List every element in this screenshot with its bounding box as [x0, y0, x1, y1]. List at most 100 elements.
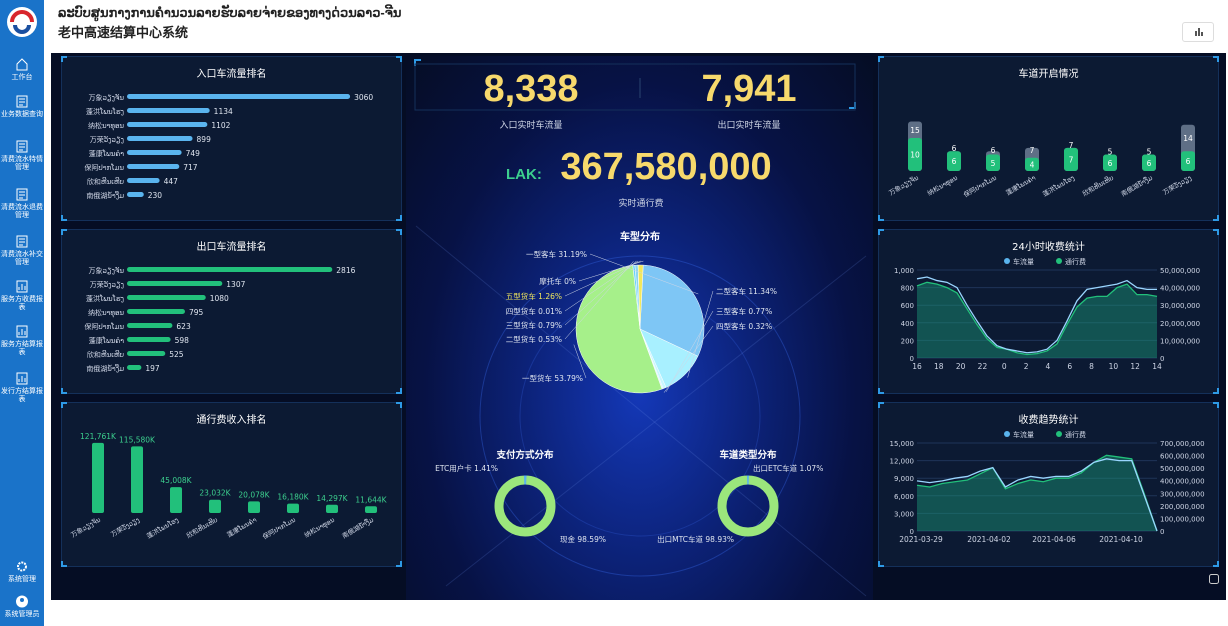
- panel-title: 24小时收费统计: [1012, 242, 1085, 253]
- toll-line: [916, 281, 1158, 356]
- revenue-bar: [131, 446, 143, 513]
- x-tick-label: 4: [1046, 362, 1051, 371]
- revenue-bar: [326, 504, 338, 513]
- rank-category-label: 保阿ປາກໂມນ: [84, 322, 124, 331]
- rank-category-label: 纳松ນາທຸອນ: [88, 308, 124, 318]
- pie-leader-line: [564, 260, 639, 312]
- rank-value-label: 623: [176, 322, 191, 331]
- pie-leader-line: [564, 260, 641, 297]
- x-tick-label: 2021-04-06: [1032, 535, 1076, 544]
- y-tick-label: 12,000: [890, 458, 915, 466]
- lane-open-label: 7: [1069, 155, 1074, 164]
- rank-value-label: 899: [197, 135, 212, 144]
- pie-title: 车型分布: [620, 230, 660, 243]
- sidebar-item-4[interactable]: 清费流水补交管理: [0, 235, 44, 266]
- lane-open-bar: [1103, 154, 1117, 171]
- pie-slice-label: 一型货车 53.79%: [522, 373, 583, 383]
- app-title: 老中高速结算中心系统: [58, 25, 189, 40]
- y2-tick-label: 40,000,000: [1160, 285, 1200, 293]
- fullscreen-icon[interactable]: [1208, 573, 1220, 585]
- revenue-rank-panel: 通行费收入排名 121,761K 万象ວຽງຈັນ 115,580K 万荣ວັງວຽງ 4…: [61, 402, 402, 567]
- lane-total-label: 7: [1030, 146, 1035, 155]
- lane-open-bar: [908, 138, 922, 171]
- dashboard: 入口车流量排名 万象ວຽງຈັນ 3060 蓬洪ໂພນໂຮງ 1134 纳松ນາທຸອນ 1…: [51, 53, 1226, 600]
- lane-category-label: 南俄湖ນ້ຳງືມ: [1119, 173, 1154, 199]
- sidebar-item-label: 系统管理员: [4, 610, 40, 618]
- rank-value-label: 598: [175, 336, 190, 345]
- legend-marker: [1056, 431, 1062, 437]
- rank-bar: [127, 178, 160, 183]
- pie-leader-line: [663, 325, 714, 393]
- exit-traffic-value: 7,941: [701, 68, 797, 110]
- lane-category-label: 万荣ວັງວຽງ: [1161, 173, 1193, 197]
- y2-tick-label: 200,000,000: [1160, 503, 1205, 511]
- y2-tick-label: 30,000,000: [1160, 302, 1200, 310]
- rank-value-label: 2816: [336, 266, 355, 275]
- lane-open-bar: [1181, 151, 1195, 171]
- rank-bar: [127, 94, 351, 99]
- revenue-bar: [248, 501, 260, 513]
- x-tick-label: 8: [1089, 362, 1094, 371]
- pie-slice: [575, 265, 663, 394]
- rank-value-label: 1102: [211, 121, 230, 130]
- pie-leader-line: [564, 261, 634, 340]
- hourly-panel: 24小时收费统计 车流量 通行费 1,000 800 600 400 200 0 50,000,0…: [878, 229, 1219, 394]
- sidebar-item-6[interactable]: 服务方结算报表: [0, 325, 44, 356]
- sidebar-item-0[interactable]: 工作台: [0, 58, 44, 81]
- lane-total-label: 5: [1147, 148, 1152, 157]
- revenue-value-label: 23,032K: [199, 489, 231, 498]
- revenue-value-label: 14,297K: [316, 494, 348, 503]
- sidebar-item-label: 业务数据查询: [1, 110, 43, 118]
- y-tick-label: 6,000: [894, 493, 914, 501]
- exit-rank-panel: 出口车流量排名 万象ວຽງຈັນ 2816 万荣ວັງວຽງ 1307 蓬洪ໂພນໂຮງ 1…: [61, 229, 402, 394]
- sidebar-item-2[interactable]: 清费流水特情管理: [0, 140, 44, 171]
- y-tick-label: 1,000: [894, 267, 914, 275]
- revenue-value-label: 45,008K: [160, 476, 192, 485]
- pie-slice-label: 五型货车 1.26%: [506, 291, 562, 301]
- sidebar-item-8[interactable]: 系统管理: [0, 560, 44, 583]
- y-tick-label: 600: [901, 302, 914, 310]
- sidebar-item-label: 工作台: [11, 73, 33, 81]
- sidebar-item-label: 清费流水特情管理: [1, 155, 43, 171]
- toll-line: [916, 454, 1158, 532]
- revenue-bar: [287, 503, 299, 513]
- ring-title: 支付方式分布: [495, 449, 554, 461]
- sidebar-item-1[interactable]: 业务数据查询: [0, 95, 44, 118]
- y2-tick-label: 700,000,000: [1160, 440, 1205, 448]
- rank-category-label: 南俄湖ນ້ຳງືມ: [86, 191, 124, 200]
- rank-category-label: 欣和ຫີນເຫີບ: [87, 177, 124, 186]
- doc-icon: [16, 235, 28, 248]
- lane-category-label: 保阿ປາກໂມນ: [962, 173, 998, 199]
- ring-label: ETC用户卡 1.41%: [435, 463, 498, 473]
- rank-category-label: 南俄湖ນ້ຳງືມ: [86, 364, 124, 373]
- rank-bar: [127, 323, 173, 328]
- sidebar-item-7[interactable]: 发行方结算报表: [0, 372, 44, 403]
- x-tick-label: 14: [1152, 362, 1162, 371]
- y2-tick-label: 10,000,000: [1160, 337, 1200, 345]
- lane-open-label: 5: [991, 159, 996, 168]
- rank-category-label: 万象ວຽງຈັນ: [89, 266, 125, 275]
- lane-total-label: 14: [1183, 134, 1193, 143]
- rank-category-label: 万象ວຽງຈັນ: [89, 93, 125, 102]
- rank-value-label: 717: [183, 163, 198, 172]
- doc-icon: [16, 188, 28, 201]
- revenue-bar: [170, 487, 182, 513]
- legend-label: 车流量: [1013, 257, 1034, 266]
- rank-category-label: 保阿ປາກໂມນ: [84, 163, 124, 172]
- rank-value-label: 1134: [214, 107, 233, 116]
- legend-marker: [1056, 258, 1062, 264]
- sidebar-item-5[interactable]: 服务方收费报表: [0, 280, 44, 311]
- chart-toggle-button[interactable]: [1182, 22, 1214, 42]
- y-tick-label: 15,000: [890, 440, 915, 448]
- lane-total-label: 15: [910, 126, 920, 135]
- pie-leader-line: [578, 260, 644, 282]
- x-tick-label: 2021-04-02: [967, 535, 1011, 544]
- sidebar-item-3[interactable]: 清费流水退费管理: [0, 188, 44, 219]
- lane-total-label: 5: [1108, 148, 1113, 157]
- revenue-category-label: 欣和ຫີນເຫີບ: [185, 515, 219, 540]
- lane-open-label: 6: [1186, 157, 1191, 166]
- y2-tick-label: 400,000,000: [1160, 478, 1205, 486]
- entry-traffic-value: 8,338: [483, 68, 579, 110]
- sidebar-item-9[interactable]: 系统管理员: [0, 595, 44, 618]
- y-tick-label: 3,000: [894, 510, 914, 518]
